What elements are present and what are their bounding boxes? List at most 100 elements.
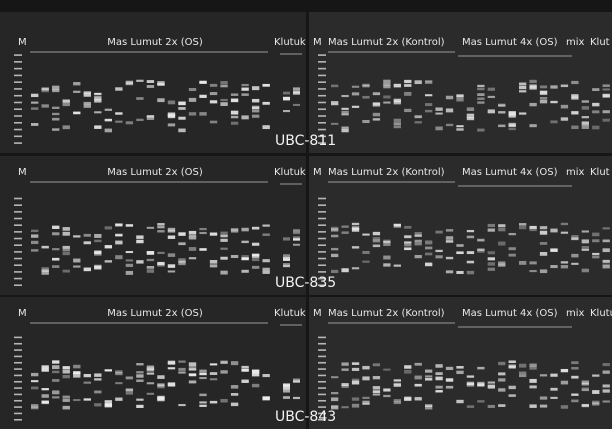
band — [456, 125, 463, 127]
ladder-band — [14, 375, 22, 377]
band — [42, 368, 49, 372]
band — [603, 240, 610, 243]
mix-label: mix — [566, 308, 585, 319]
primer-label: UBC-843 — [275, 409, 336, 425]
outgroup-label: Klutuk — [274, 37, 306, 48]
band — [147, 251, 154, 255]
band — [435, 108, 442, 111]
band — [488, 381, 495, 383]
band — [415, 243, 422, 246]
band — [210, 378, 217, 380]
group-label: Mas Lumut 2x (OS) — [107, 167, 203, 178]
band — [231, 385, 238, 389]
ladder-band — [318, 381, 326, 383]
ladder-band — [318, 231, 326, 233]
band — [293, 229, 300, 232]
band — [63, 100, 70, 103]
band — [352, 368, 359, 371]
gel-figure: MMas Lumut 2x (OS)KlutukMMas Lumut 2x (K… — [0, 0, 612, 429]
band — [582, 106, 589, 110]
band — [362, 234, 369, 236]
band — [220, 239, 227, 242]
band — [352, 86, 359, 88]
band — [582, 387, 589, 390]
ladder-band — [318, 244, 326, 246]
band — [210, 84, 217, 87]
band — [404, 396, 411, 399]
band — [157, 230, 164, 232]
band — [425, 247, 432, 250]
band — [467, 107, 474, 111]
band — [561, 369, 568, 372]
ladder-band — [318, 122, 326, 124]
band — [262, 233, 269, 236]
band — [42, 271, 49, 275]
band — [529, 270, 536, 272]
band — [456, 252, 463, 254]
band — [467, 271, 474, 274]
band — [136, 399, 143, 401]
band — [352, 228, 359, 232]
band — [456, 400, 463, 403]
band — [84, 234, 91, 237]
band — [283, 257, 290, 259]
band — [592, 88, 599, 91]
outgroup-label: Klutu — [590, 308, 612, 319]
band — [477, 367, 484, 369]
band — [94, 378, 101, 380]
band — [394, 119, 401, 123]
ladder-band — [14, 211, 22, 213]
band — [84, 374, 91, 377]
band — [362, 366, 369, 370]
band — [509, 111, 516, 115]
band — [373, 245, 380, 248]
band — [94, 391, 101, 394]
ladder-band — [318, 95, 326, 97]
band — [529, 379, 536, 383]
band — [352, 397, 359, 400]
band — [467, 261, 474, 264]
band — [415, 121, 422, 123]
band — [529, 103, 536, 106]
band — [63, 366, 70, 369]
band — [561, 381, 568, 385]
band — [231, 93, 238, 95]
band — [362, 251, 369, 254]
band — [126, 391, 133, 394]
band — [373, 237, 380, 240]
ladder-band — [14, 381, 22, 383]
band — [73, 112, 80, 115]
band — [603, 260, 610, 263]
band — [157, 375, 164, 379]
band — [331, 397, 338, 401]
band — [477, 239, 484, 241]
band — [425, 404, 432, 407]
ladder-band — [318, 271, 326, 273]
band — [199, 95, 206, 98]
ladder-band — [14, 136, 22, 138]
band — [199, 228, 206, 230]
band — [519, 372, 526, 375]
band — [415, 232, 422, 235]
band — [498, 242, 505, 246]
ladder-band — [318, 356, 326, 358]
band — [509, 360, 516, 363]
band — [252, 106, 259, 109]
band — [147, 266, 154, 269]
band — [178, 129, 185, 133]
band — [31, 94, 38, 97]
band — [603, 248, 610, 252]
band — [550, 101, 557, 103]
band — [415, 255, 422, 258]
band — [519, 223, 526, 225]
band — [498, 362, 505, 365]
band — [63, 246, 70, 249]
band — [446, 108, 453, 112]
band — [550, 248, 557, 251]
band — [31, 230, 38, 232]
band — [603, 384, 610, 387]
band — [540, 374, 547, 376]
band — [509, 128, 516, 130]
band — [157, 81, 164, 84]
